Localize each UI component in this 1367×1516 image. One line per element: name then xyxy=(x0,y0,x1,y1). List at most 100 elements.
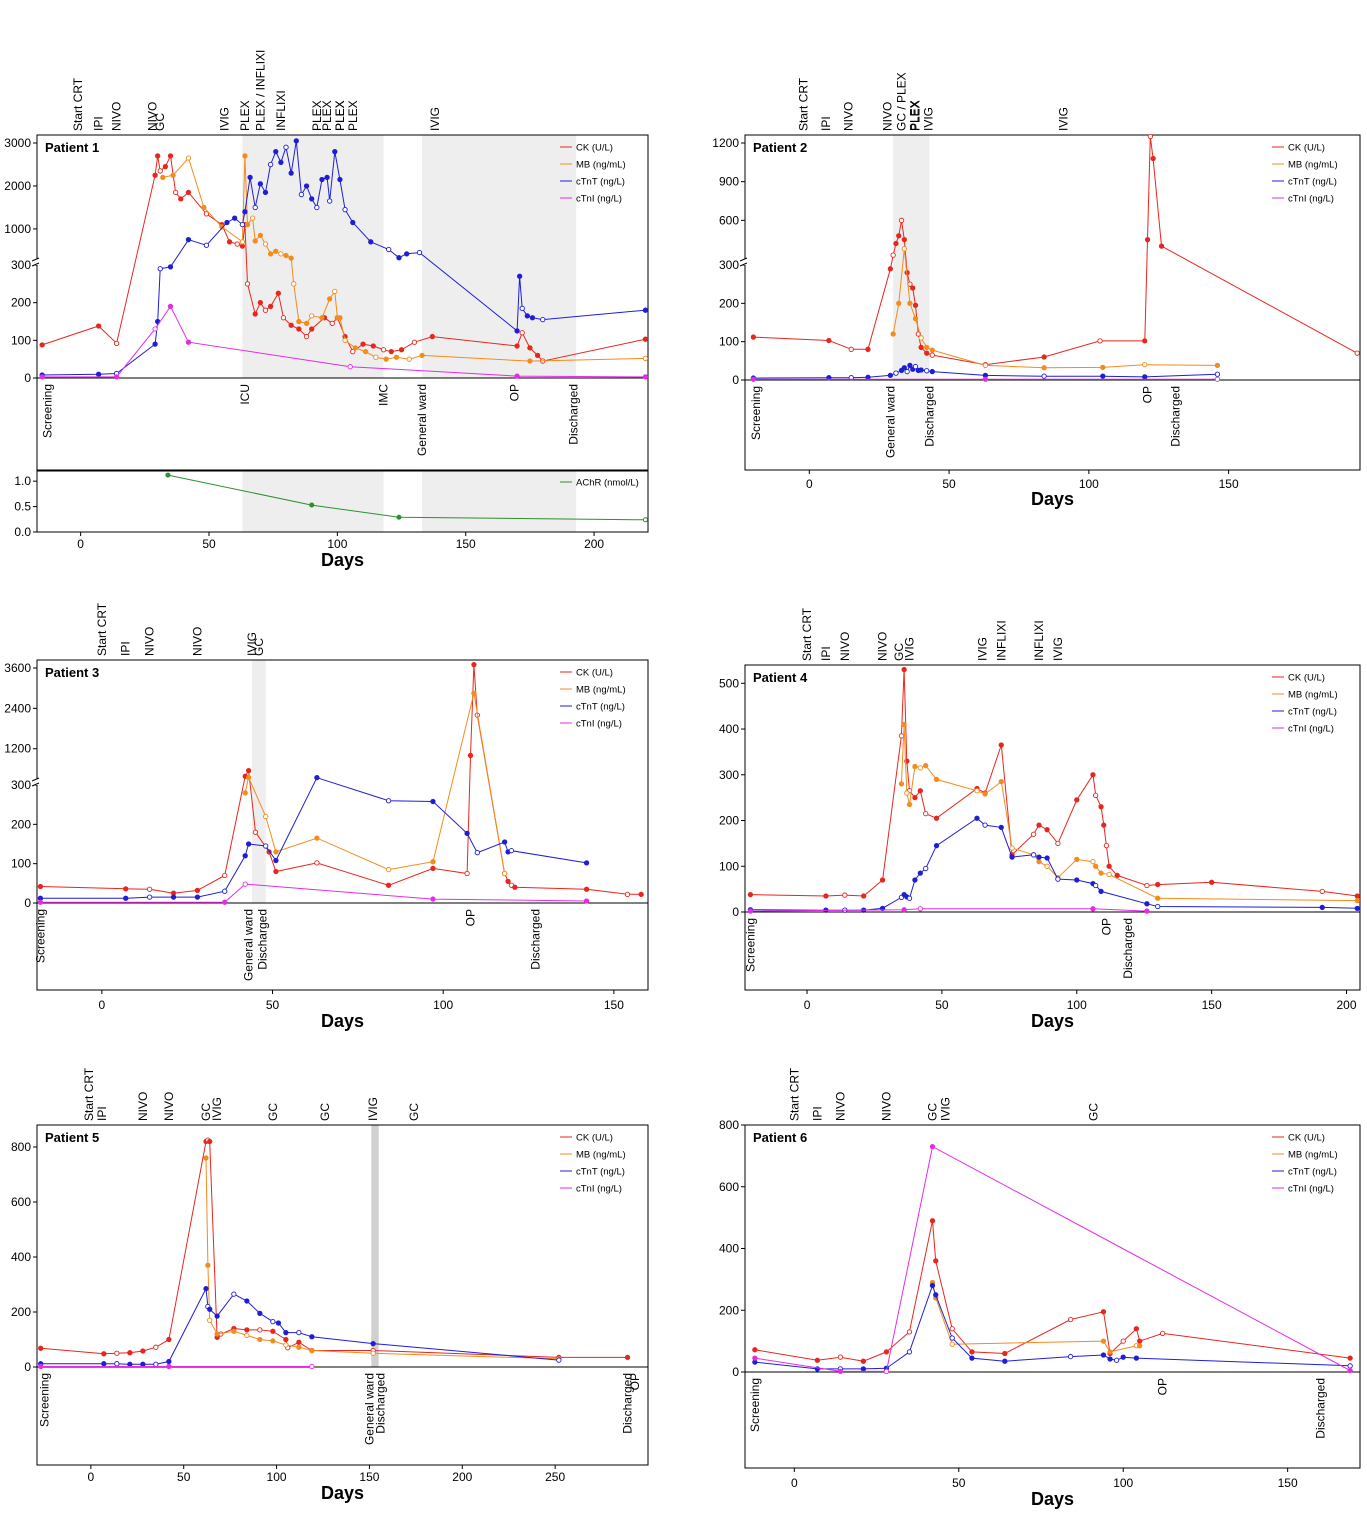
x-tick-label: 100 xyxy=(1067,998,1087,1012)
shaded-period xyxy=(893,135,930,380)
data-point-CK xyxy=(1044,827,1050,833)
secondary-y-tick-label: 0.0 xyxy=(14,525,31,539)
y-tick-label: 400 xyxy=(719,1242,739,1256)
data-point-cTnT xyxy=(501,839,508,845)
legend-label: CK (U/L) xyxy=(576,1133,613,1144)
data-point-cTnT xyxy=(166,1358,172,1365)
data-point-MB xyxy=(1354,897,1360,904)
treatment-annotation: PLEX xyxy=(909,100,923,131)
data-point-CK xyxy=(1103,843,1110,849)
treatment-annotation: INFLIXI xyxy=(1032,620,1046,661)
data-point-CK xyxy=(1067,1316,1074,1323)
data-point-AChR xyxy=(396,514,402,520)
data-point-CK xyxy=(194,887,201,894)
data-point-cTnI xyxy=(1214,376,1221,382)
data-point-CK xyxy=(252,829,259,835)
data-point-MB xyxy=(283,252,289,259)
panel-title: Patient 6 xyxy=(753,1130,807,1145)
treatment-annotation: GC xyxy=(892,643,906,661)
data-point-CK xyxy=(309,326,315,332)
data-point-CK xyxy=(1160,1330,1166,1337)
panel-patient-1: 0 100 200 300 1000 2000 3000 0 50 100 150 200 Days Pa… xyxy=(4,50,649,570)
data-point-MB xyxy=(296,1344,302,1350)
data-point-cTnT xyxy=(929,368,935,375)
data-point-MB xyxy=(244,1332,250,1339)
data-point-cTnT xyxy=(275,1320,282,1326)
treatment-annotation: NIVO xyxy=(876,632,890,661)
location-annotation: Discharged xyxy=(1121,918,1135,979)
data-point-MB xyxy=(278,251,284,257)
data-point-cTnT xyxy=(203,242,210,248)
location-annotation: Discharged xyxy=(255,909,269,970)
data-point-CK xyxy=(917,788,923,794)
treatment-annotation: NIVO xyxy=(879,1092,893,1121)
data-point-cTnI xyxy=(1090,906,1096,912)
secondary-y-tick-label: 1.0 xyxy=(14,474,31,488)
data-point-cTnT xyxy=(296,1329,302,1336)
data-point-cTnT xyxy=(231,1291,237,1297)
x-tick-label: 0 xyxy=(88,1470,95,1484)
legend-label: cTnT (ng/L) xyxy=(576,702,625,713)
axis-break-gap xyxy=(32,259,42,265)
data-point-CK xyxy=(1097,338,1103,344)
panel-patient-2: 0 100 200 300 600 900 1200 0 50 100 150 Days Patient… xyxy=(712,72,1361,509)
treatment-annotation: NIVO xyxy=(190,627,204,656)
data-point-CK xyxy=(1041,354,1047,360)
data-point-cTnT xyxy=(1044,855,1050,861)
data-point-CK xyxy=(883,1349,890,1355)
location-annotation: Screening xyxy=(33,909,47,963)
data-point-CK xyxy=(1114,872,1120,879)
data-point-CK xyxy=(398,347,405,353)
data-point-CK xyxy=(929,1218,936,1224)
treatment-annotation: GC xyxy=(926,1103,940,1121)
data-point-cTnT xyxy=(969,1355,975,1361)
treatment-annotation: GC xyxy=(153,113,167,131)
axis-break-mark xyxy=(739,262,748,267)
location-annotation: Discharged xyxy=(621,1373,635,1434)
data-point-CK xyxy=(924,350,930,356)
data-point-cTnT xyxy=(283,144,289,150)
data-point-cTnI xyxy=(750,376,757,382)
x-axis-title: Days xyxy=(1031,1011,1074,1031)
data-point-MB xyxy=(918,335,924,341)
data-point-CK xyxy=(1036,822,1042,828)
data-point-cTnT xyxy=(332,148,338,155)
data-point-cTnT xyxy=(95,371,102,377)
data-point-cTnT xyxy=(123,895,129,901)
treatment-annotation: PLEX xyxy=(320,100,334,131)
panel-title: Patient 1 xyxy=(45,140,99,155)
data-point-cTnT xyxy=(1041,373,1047,379)
data-point-cTnT xyxy=(918,367,924,373)
data-point-cTnT xyxy=(273,857,279,864)
data-point-MB xyxy=(912,316,919,322)
y-tick-label: 600 xyxy=(11,1195,31,1209)
panel-title: Patient 2 xyxy=(753,140,807,155)
y-tick-label: 1000 xyxy=(4,222,31,236)
data-point-cTnT xyxy=(907,362,913,369)
series-line-cTnI xyxy=(42,305,646,378)
y-tick-label: 200 xyxy=(719,296,739,310)
data-point-cTnT xyxy=(222,888,228,894)
x-tick-label: 150 xyxy=(604,998,624,1012)
legend-label: MB (ng/mL) xyxy=(1288,690,1338,701)
data-point-cTnT xyxy=(319,176,325,183)
data-point-cTnT xyxy=(912,363,919,370)
treatment-annotation: IPI xyxy=(95,1106,109,1121)
data-point-MB xyxy=(267,251,274,257)
data-point-MB xyxy=(933,776,940,783)
x-axis-title: Days xyxy=(321,550,364,570)
data-point-cTnI xyxy=(642,374,649,380)
data-point-CK xyxy=(1150,155,1156,162)
data-point-CK xyxy=(244,1327,250,1333)
x-axis-title: Days xyxy=(1031,1489,1074,1509)
treatment-annotation: IVIG xyxy=(428,107,442,131)
y-tick-label: 600 xyxy=(719,1180,739,1194)
legend-label: cTnT (ng/L) xyxy=(576,177,625,188)
data-point-cTnT xyxy=(283,1329,289,1336)
data-point-cTnT xyxy=(309,1334,315,1340)
data-point-cTnT xyxy=(298,191,305,198)
legend-label: AChR (nmol/L) xyxy=(576,478,639,489)
x-tick-label: 50 xyxy=(202,537,216,551)
data-point-CK xyxy=(747,891,754,898)
